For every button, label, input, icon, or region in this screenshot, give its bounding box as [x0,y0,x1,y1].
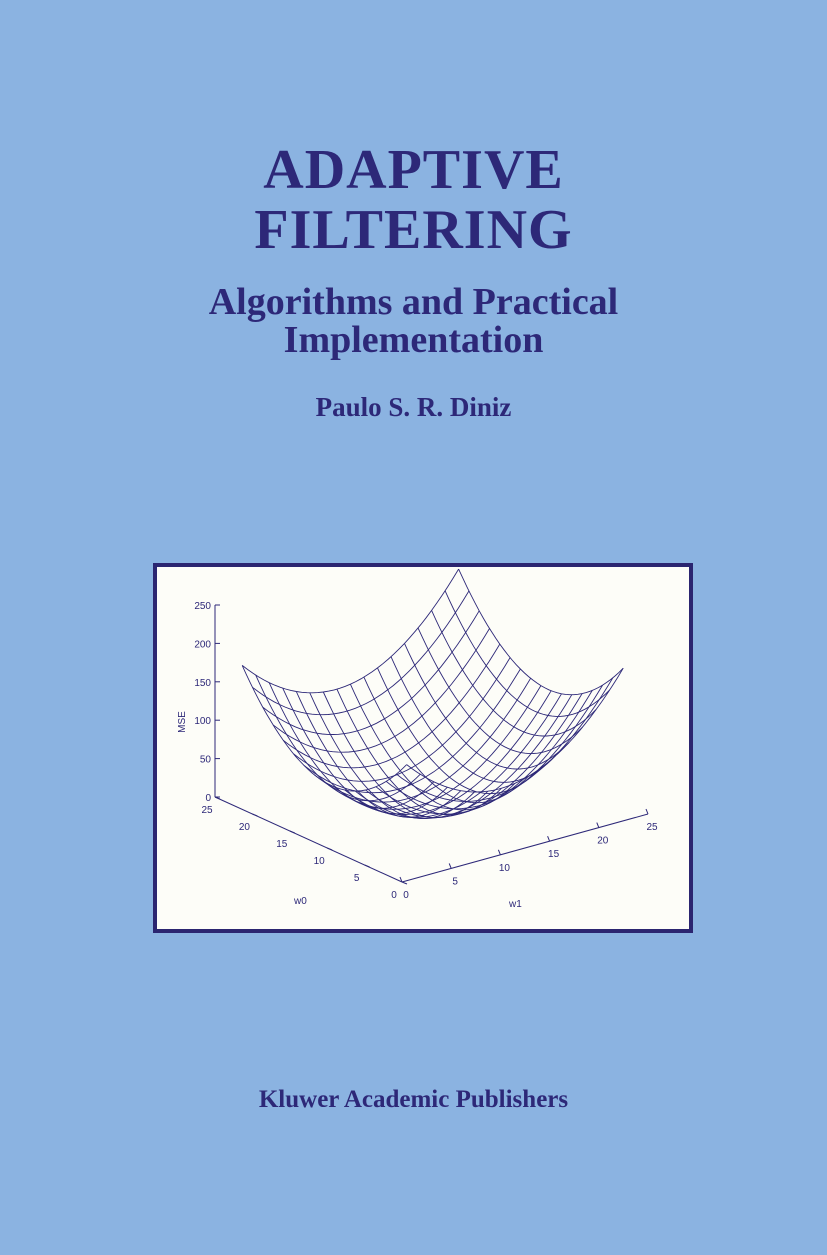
mesh-line-w1 [295,691,462,818]
mse-tick-label: 100 [194,716,211,727]
mesh-line-w0 [272,628,490,753]
mesh-line-w1 [349,684,516,811]
x-axis-label: w0 [293,896,307,907]
mse-tick-label: 250 [194,601,211,612]
w0-tick [252,813,258,817]
mesh-line-w0 [252,590,470,716]
mesh-line-w1 [431,610,597,737]
mesh-line-w1 [377,667,543,795]
w1-tick [547,836,551,842]
y-axis-label: w1 [508,899,522,910]
w1-axis-line [401,813,649,883]
w1-tick-label: 15 [548,849,560,860]
w0-tick [214,796,221,800]
z-axis-label: MSE [177,711,188,733]
mse-tick-label: 50 [200,755,212,766]
w0-tick [289,830,295,834]
mesh-line-w1 [241,665,408,792]
mesh-line-w1 [390,656,556,783]
mesh-line-w1 [458,568,624,696]
w0-tick-label: 20 [239,822,251,833]
figure-frame: 0 50 100 150 200 250 0 5 10 15 20 25 0 5 10 15 20 25 MSE … [153,563,693,933]
w0-tick-label: 25 [201,805,213,816]
surface-mesh [241,568,624,819]
mesh-line-w1 [363,676,529,804]
w1-tick [399,876,403,883]
mesh-line-w0 [303,668,521,794]
w1-tick [448,863,452,869]
w1-tick-label: 25 [646,822,658,833]
subtitle-line-1: Algorithms and Practical [208,281,619,323]
w0-tick [327,847,333,851]
mesh-line-w0 [293,657,511,782]
w0-axis-line [214,796,403,883]
mesh-line-w1 [444,590,611,717]
mesh-line-w1 [417,627,583,755]
w1-tick-label: 20 [597,836,609,847]
w1-tick-label: 10 [499,863,511,874]
w0-tick [364,864,370,868]
mse-tick-label: 0 [205,793,211,804]
author: Paulo S. R. Diniz [315,392,512,422]
w0-tick-label: 10 [314,856,326,867]
title-line-1: ADAPTIVE [263,139,564,201]
w0-tick-label: 5 [354,873,360,884]
w1-tick-label: 5 [452,876,458,887]
w1-tick [497,849,501,855]
mesh-line-w0 [283,643,501,769]
w0-tick-label: 15 [276,839,288,850]
w0-tick [401,881,408,885]
mesh-line-w0 [262,610,480,735]
mse-tick-label: 150 [194,678,211,689]
mse-tick-label: 200 [194,639,211,650]
w1-tick [596,822,600,828]
w1-tick [645,808,649,815]
mesh-line-w1 [404,643,570,770]
w1-tick-label: 0 [403,890,409,901]
mesh-line-w0 [313,678,531,803]
mesh-line-w0 [406,667,624,793]
subtitle-line-2: Implementation [283,319,544,361]
mesh-line-w1 [282,687,448,815]
w0-tick-label: 0 [391,890,397,901]
mesh-line-w0 [241,568,459,694]
publisher: Kluwer Academic Publishers [258,1086,569,1113]
title-line-2: FILTERING [254,199,573,261]
